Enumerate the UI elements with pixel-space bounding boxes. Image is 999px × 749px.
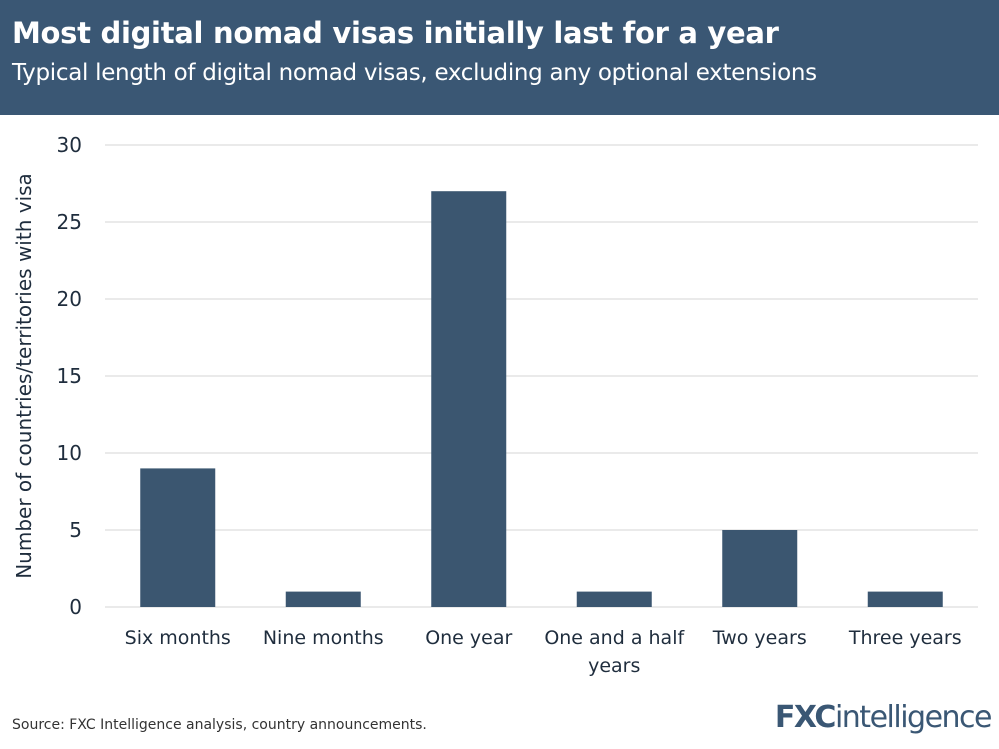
y-tick-label: 30: [57, 133, 82, 157]
fxc-intelligence-logo: FXCintelligence: [774, 700, 993, 735]
bar-one-year: [431, 191, 507, 607]
y-tick-label: 20: [57, 287, 82, 311]
chart-title: Most digital nomad visas initially last …: [12, 16, 779, 50]
y-tick-label: 10: [57, 441, 82, 465]
bar-two-years: [722, 530, 798, 607]
y-axis-label: Number of countries/territories with vis…: [12, 173, 36, 579]
y-tick-label: 5: [69, 518, 82, 542]
bar-one-and-a-half-years: [576, 591, 652, 607]
x-tick-label: One and a half years: [544, 627, 685, 677]
source-note: Source: FXC Intelligence analysis, count…: [12, 717, 427, 733]
x-tick-label: Two years: [712, 627, 807, 649]
y-tick-label: 25: [57, 210, 82, 234]
x-tick-label: Nine months: [263, 627, 384, 649]
y-tick-label: 15: [57, 364, 82, 388]
header-banner: Most digital nomad visas initially last …: [0, 0, 999, 115]
bar-three-years: [867, 591, 943, 607]
x-tick-label: One year: [425, 627, 512, 649]
chart-subtitle: Typical length of digital nomad visas, e…: [12, 60, 817, 86]
x-tick-label: Six months: [125, 627, 231, 649]
y-tick-label: 0: [69, 595, 82, 619]
x-tick-label: Three years: [848, 627, 962, 649]
bar-nine-months: [285, 591, 361, 607]
bar-six-months: [140, 468, 216, 607]
